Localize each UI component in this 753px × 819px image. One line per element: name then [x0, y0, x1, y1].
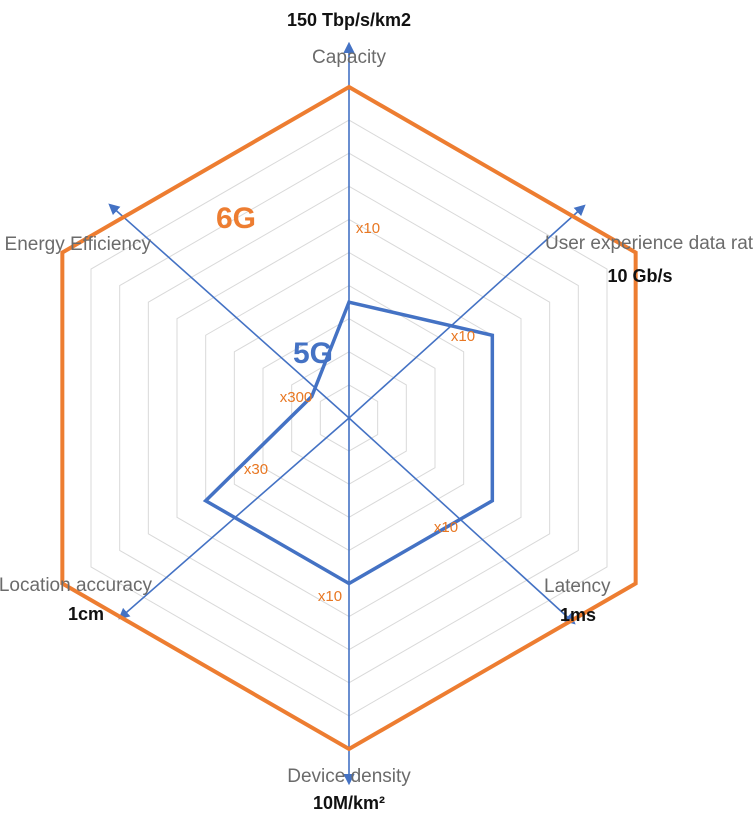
- target-label-capacity: 150 Tbp/s/km2: [287, 10, 411, 30]
- axis-energy-efficiency: [108, 203, 350, 419]
- axis-label-latency: Latency: [544, 576, 611, 597]
- series-5g-label: 5G: [293, 337, 333, 370]
- series-5g-polygon: [202, 300, 495, 586]
- ratio-label-location-accuracy: x30: [244, 461, 268, 478]
- target-label-user-data-rate: 10 Gb/s: [607, 266, 672, 286]
- axis-label-capacity: Capacity: [312, 47, 386, 68]
- target-label-device-density: 10M/km²: [313, 793, 385, 813]
- axis-label-energy-efficiency: Energy Efficiency: [5, 234, 152, 255]
- axis-label-location-accuracy: Location accuracy: [0, 575, 152, 596]
- axis-label-user-data-rate: User experience data rate: [545, 233, 753, 254]
- axis-label-device-density: Device density: [287, 766, 411, 787]
- ratio-label-energy-efficiency: x300: [280, 389, 313, 406]
- ratio-label-device-density: x10: [318, 588, 342, 605]
- target-label-location-accuracy: 1cm: [68, 604, 104, 624]
- series-6g-label: 6G: [216, 202, 256, 235]
- ratio-label-user-data-rate: x10: [451, 328, 475, 345]
- target-label-latency: 1ms: [560, 605, 596, 625]
- labels: Capacity 150 Tbp/s/km2 x10 User experience …: [0, 10, 753, 813]
- axis-user-data-rate: [348, 204, 586, 419]
- series-6g-polygon: [60, 84, 638, 752]
- series: [60, 84, 638, 752]
- ratio-label-latency: x10: [434, 519, 458, 536]
- ratio-label-capacity: x10: [356, 220, 380, 237]
